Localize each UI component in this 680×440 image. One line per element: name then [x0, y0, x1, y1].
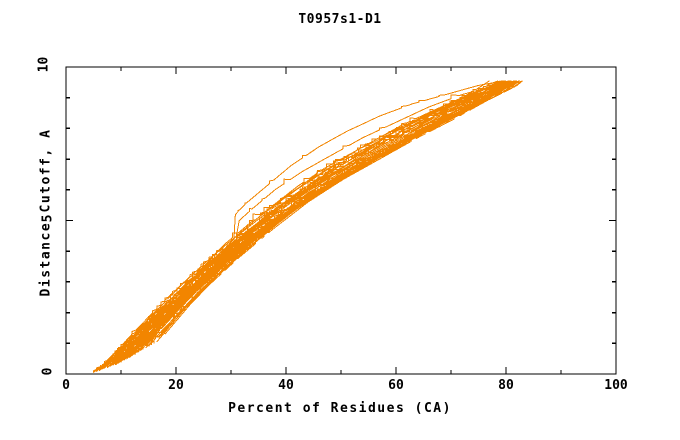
series-curve	[139, 80, 518, 352]
series-curve	[120, 80, 507, 363]
series-curve	[93, 80, 507, 373]
x-tick-label: 80	[498, 378, 514, 393]
series-curve	[117, 80, 515, 364]
series-curve	[128, 80, 510, 359]
series-curve	[123, 80, 518, 361]
series-curve	[101, 80, 515, 370]
series-curve	[131, 80, 515, 356]
series-curve	[145, 80, 521, 349]
y-tick-label: 5	[40, 211, 55, 226]
series-curve	[117, 80, 518, 364]
y-tick-label: 0	[40, 364, 55, 379]
series-curve	[150, 80, 521, 345]
series-curve	[128, 80, 510, 358]
series-group	[93, 80, 523, 373]
y-tick-label-text: 10	[36, 56, 52, 73]
series-curve	[148, 80, 521, 347]
series-curve	[142, 80, 518, 350]
series-curve	[104, 80, 507, 369]
x-tick-label: 60	[388, 378, 404, 393]
series-curve	[104, 80, 518, 369]
series-curve	[134, 80, 512, 355]
series-curve	[123, 80, 518, 361]
series-curve	[126, 80, 510, 360]
series-curve	[137, 80, 518, 353]
series-curve	[159, 80, 523, 340]
x-tick-label: 20	[168, 378, 184, 393]
chart-title: T0957s1-D1	[298, 12, 382, 27]
x-tick-label: 0	[62, 378, 70, 393]
series-curve	[134, 80, 515, 355]
series-curve	[156, 80, 523, 343]
series-curve	[126, 80, 512, 359]
series-curve	[137, 80, 520, 353]
y-tick-label: 10	[36, 56, 52, 73]
series-curve	[95, 80, 512, 372]
x-tick-label: 40	[278, 378, 294, 393]
series-curve	[164, 80, 523, 335]
y-tick-label-text: 0	[40, 367, 56, 376]
series-curve	[131, 80, 515, 356]
y-tick-label-text: 5	[40, 214, 56, 222]
x-axis-label: Percent of Residues (CA)	[228, 401, 452, 416]
x-tick-label: 100	[604, 378, 628, 393]
series-curve	[95, 80, 510, 372]
series-curve	[153, 80, 523, 344]
series-curve	[126, 80, 510, 359]
series-curve	[120, 80, 518, 363]
series-curve	[120, 80, 518, 363]
series-curve	[142, 80, 521, 350]
